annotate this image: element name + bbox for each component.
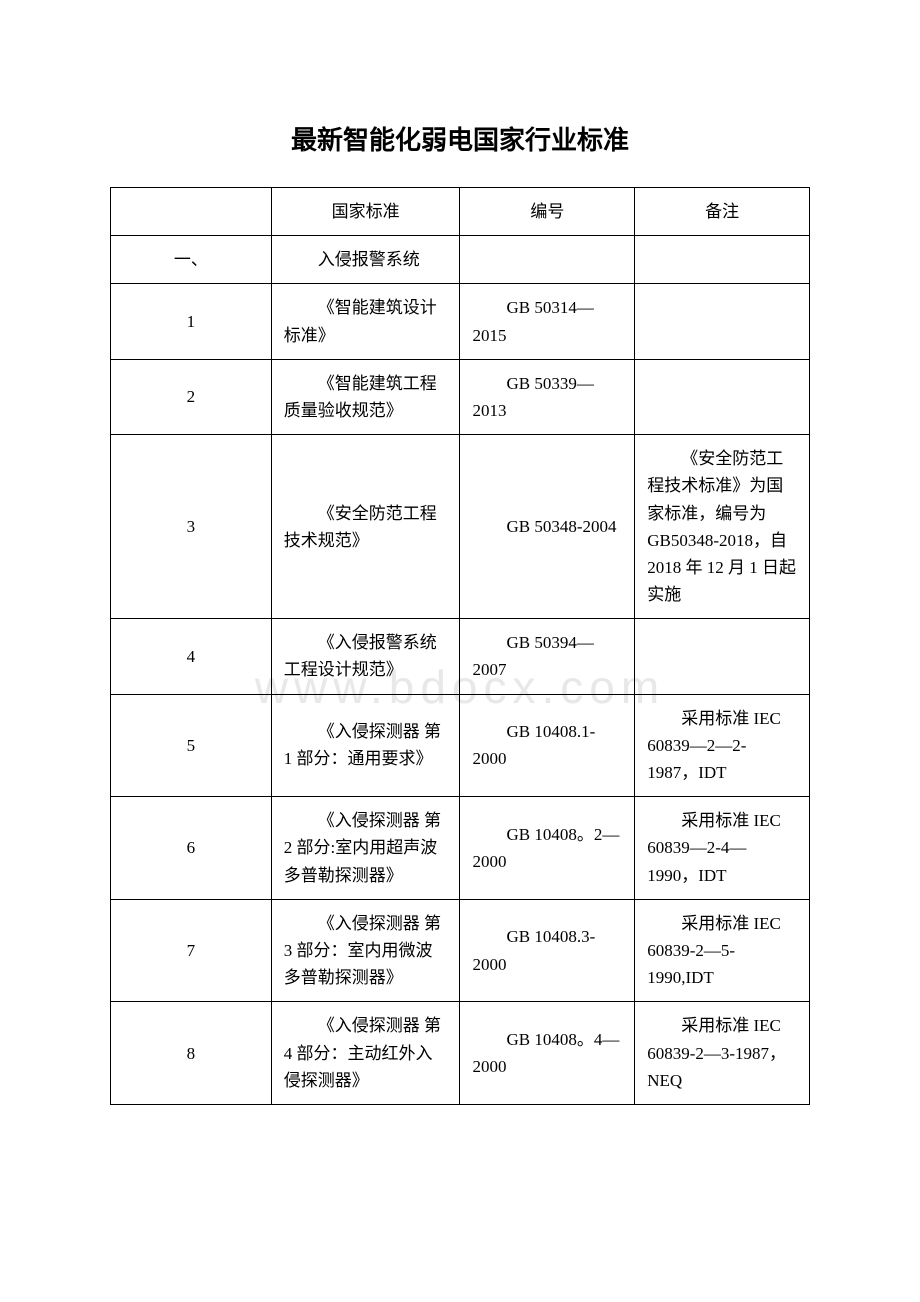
row-code: GB 50394—2007 [460, 619, 635, 694]
table-row: 5 《入侵探测器 第 1 部分：通用要求》 GB 10408.1-2000 采用… [111, 694, 810, 797]
row-index: 3 [111, 435, 272, 619]
row-note: 采用标准 IEC 60839—2—2-1987，IDT [635, 694, 810, 797]
row-index: 7 [111, 899, 272, 1002]
row-note [635, 359, 810, 434]
row-code: GB 50314—2015 [460, 284, 635, 359]
row-note: 采用标准 IEC 60839—2-4—1990，IDT [635, 797, 810, 900]
row-note [635, 284, 810, 359]
row-code: GB 10408.1-2000 [460, 694, 635, 797]
table-row: 8 《入侵探测器 第 4 部分：主动红外入侵探测器》 GB 10408。4—20… [111, 1002, 810, 1105]
header-cell: 国家标准 [271, 188, 460, 236]
row-standard: 入侵报警系统 [271, 236, 460, 284]
row-index: 4 [111, 619, 272, 694]
table-row: 3 《安全防范工程技术规范》 GB 50348-2004 《安全防范工程技术标准… [111, 435, 810, 619]
row-standard: 《入侵探测器 第 3 部分：室内用微波多普勒探测器》 [271, 899, 460, 1002]
row-standard: 《入侵探测器 第 2 部分:室内用超声波多普勒探测器》 [271, 797, 460, 900]
row-code: GB 50348-2004 [460, 435, 635, 619]
row-code: GB 10408.3-2000 [460, 899, 635, 1002]
row-code [460, 236, 635, 284]
row-index: 6 [111, 797, 272, 900]
table-header-row: 国家标准 编号 备注 [111, 188, 810, 236]
row-index: 2 [111, 359, 272, 434]
row-standard: 《入侵报警系统工程设计规范》 [271, 619, 460, 694]
row-note: 采用标准 IEC 60839-2—5-1990,IDT [635, 899, 810, 1002]
row-standard: 《入侵探测器 第 1 部分：通用要求》 [271, 694, 460, 797]
table-row: 2 《智能建筑工程质量验收规范》 GB 50339—2013 [111, 359, 810, 434]
row-code: GB 10408。2—2000 [460, 797, 635, 900]
row-standard: 《智能建筑设计标准》 [271, 284, 460, 359]
row-note [635, 619, 810, 694]
header-cell: 备注 [635, 188, 810, 236]
table-row: 4 《入侵报警系统工程设计规范》 GB 50394—2007 [111, 619, 810, 694]
table-row: 6 《入侵探测器 第 2 部分:室内用超声波多普勒探测器》 GB 10408。2… [111, 797, 810, 900]
table-row: 一、 入侵报警系统 [111, 236, 810, 284]
row-code: GB 50339—2013 [460, 359, 635, 434]
page-title: 最新智能化弱电国家行业标准 [110, 120, 810, 157]
row-code: GB 10408。4—2000 [460, 1002, 635, 1105]
row-note: 《安全防范工程技术标准》为国家标准，编号为 GB50348-2018，自 201… [635, 435, 810, 619]
row-standard: 《入侵探测器 第 4 部分：主动红外入侵探测器》 [271, 1002, 460, 1105]
standards-table: 国家标准 编号 备注 一、 入侵报警系统 1 《智能建筑设计标准》 GB 503… [110, 187, 810, 1105]
row-note [635, 236, 810, 284]
table-row: 7 《入侵探测器 第 3 部分：室内用微波多普勒探测器》 GB 10408.3-… [111, 899, 810, 1002]
row-standard: 《安全防范工程技术规范》 [271, 435, 460, 619]
table-row: 1 《智能建筑设计标准》 GB 50314—2015 [111, 284, 810, 359]
row-index: 8 [111, 1002, 272, 1105]
row-index: 5 [111, 694, 272, 797]
row-index: 1 [111, 284, 272, 359]
header-cell: 编号 [460, 188, 635, 236]
row-standard: 《智能建筑工程质量验收规范》 [271, 359, 460, 434]
row-index: 一、 [111, 236, 272, 284]
row-note: 采用标准 IEC 60839-2—3-1987，NEQ [635, 1002, 810, 1105]
header-cell [111, 188, 272, 236]
